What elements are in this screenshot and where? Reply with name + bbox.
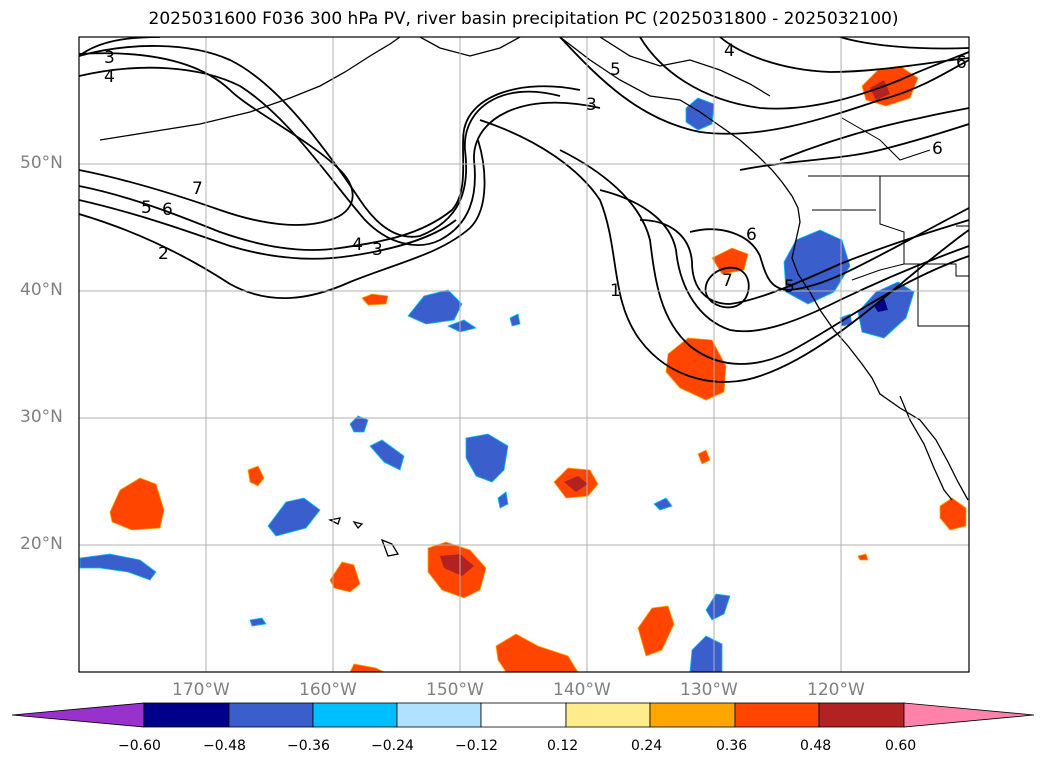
contour-label: 6 (746, 225, 757, 245)
contour-label: 3 (104, 48, 115, 68)
positive-anomaly (711, 247, 749, 275)
contour-label: 7 (722, 271, 733, 291)
negative-anomaly (465, 433, 509, 483)
lon-label: 130°W (680, 680, 738, 700)
lat-label: 40°N (20, 280, 63, 300)
positive-anomaly (349, 663, 385, 672)
colorbar-extend-high (903, 702, 1035, 728)
colorbar-tick: −0.24 (371, 738, 414, 754)
colorbar-tick: 0.60 (885, 738, 917, 754)
negative-anomaly (249, 617, 267, 627)
map-frame (78, 36, 970, 673)
graticule (79, 37, 969, 672)
negative-anomaly (497, 491, 509, 509)
negative-anomaly (705, 593, 731, 621)
lon-label: 120°W (807, 680, 865, 700)
colorbar (11, 702, 1035, 728)
contour-label: 5 (141, 198, 152, 218)
contour-label: 5 (784, 277, 795, 297)
positive-anomaly (861, 65, 919, 107)
positive-anomaly (247, 465, 265, 487)
negative-anomaly (447, 319, 477, 333)
positive-anomaly (361, 293, 389, 306)
positive-anomaly-core (440, 554, 474, 576)
contour-label: 6 (932, 139, 943, 159)
contour-label: 4 (104, 67, 115, 87)
positive-anomaly (665, 337, 727, 401)
colorbar-tick: −0.48 (203, 738, 246, 754)
contour-label: 3 (586, 95, 597, 115)
colorbar-tick: 0.24 (631, 738, 663, 754)
lon-label: 170°W (172, 680, 230, 700)
colorbar-tick: 0.36 (716, 738, 748, 754)
negative-anomaly (783, 229, 851, 305)
positive-anomaly-core (564, 476, 588, 492)
positive-anomaly (939, 497, 967, 531)
colorbar-extend-low (11, 702, 145, 728)
contour-label: 4 (352, 235, 363, 255)
negative-anomaly (685, 97, 715, 131)
positive-anomaly (857, 553, 869, 561)
negative-anomaly (407, 289, 463, 325)
contour-label: 7 (192, 179, 203, 199)
colorbar-tick: −0.36 (287, 738, 330, 754)
colorbar-tick: 0.12 (547, 738, 579, 754)
positive-anomaly (697, 449, 711, 465)
negative-anomaly (509, 313, 521, 327)
contour-label: 6 (956, 53, 967, 73)
contour-label: 1 (610, 281, 621, 301)
negative-anomaly (369, 439, 405, 471)
borders (808, 117, 969, 327)
contour-label: 5 (610, 60, 621, 80)
lon-label: 150°W (426, 680, 484, 700)
negative-anomaly (79, 553, 157, 581)
lat-label: 20°N (20, 534, 63, 554)
negative-anomaly (349, 415, 369, 433)
map-title: 2025031600 F036 300 hPa PV, river basin … (148, 9, 899, 29)
negative-anomaly (267, 497, 321, 537)
contour-label: 3 (372, 240, 383, 260)
contour-labels: 3 4 7 5 6 2 4 3 5 3 4 6 1 6 7 5 6 (104, 41, 967, 301)
negative-anomaly-core (874, 298, 888, 312)
lon-label: 160°W (299, 680, 357, 700)
positive-anomaly (329, 561, 361, 593)
lat-label: 50°N (20, 153, 63, 173)
colorbar-tick: −0.60 (118, 738, 161, 754)
colorbar-tick: 0.48 (800, 738, 832, 754)
lat-label: 30°N (20, 407, 63, 427)
contour-label: 2 (158, 244, 169, 264)
colorbar-tick: −0.12 (455, 738, 498, 754)
contour-label: 4 (724, 41, 735, 61)
negative-anomaly (689, 635, 723, 672)
contour-label: 6 (162, 200, 173, 220)
pv-contours (79, 37, 969, 383)
negative-anomaly (653, 497, 673, 511)
lon-label: 140°W (553, 680, 611, 700)
positive-anomaly (495, 633, 579, 672)
positive-anomaly (637, 605, 675, 657)
coastlines (99, 37, 969, 557)
positive-anomaly (109, 477, 165, 531)
